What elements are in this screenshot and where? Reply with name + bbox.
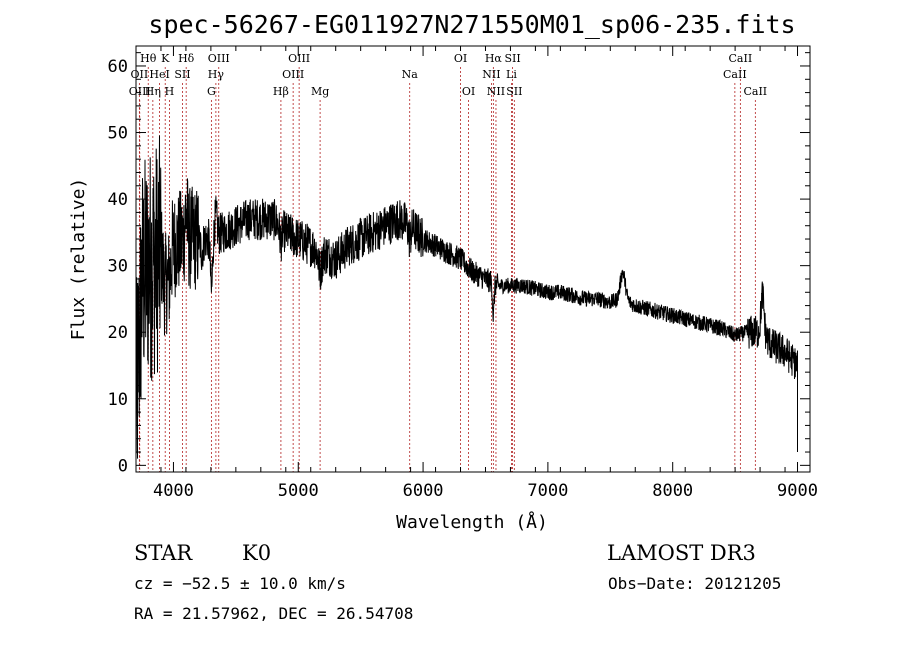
spectral-line-label: H bbox=[165, 85, 175, 98]
chart-title: spec-56267-EG011927N271550M01_sp06-235.f… bbox=[148, 10, 795, 39]
spectral-line-label: OIII bbox=[282, 68, 304, 81]
axes: 4000 5000 6000 7000 8000 9000 0 10 20 30 40 50 60 bbox=[108, 46, 818, 501]
spectral-line-label: OI bbox=[454, 52, 467, 65]
y-tick-label: 30 bbox=[108, 257, 128, 277]
plot-frame bbox=[135, 45, 811, 473]
y-axis-label: Flux (relative) bbox=[68, 178, 89, 341]
spectral-line-label: SII bbox=[504, 52, 520, 65]
spectral-line-label: CaII bbox=[729, 52, 753, 65]
spectral-line-label: SII bbox=[506, 85, 522, 98]
spectral-line-label: NII bbox=[487, 85, 505, 98]
spectral-line-label: Hα bbox=[485, 52, 503, 65]
spectral-line-label: OI bbox=[462, 85, 475, 98]
x-tick-label: 6000 bbox=[403, 481, 444, 501]
object-class: STAR bbox=[134, 541, 193, 565]
spectral-line-label: K bbox=[161, 52, 170, 65]
spectral-line-label: Hθ bbox=[140, 52, 157, 65]
x-tick-label: 8000 bbox=[652, 481, 693, 501]
spectral-line-label: Hγ bbox=[208, 68, 225, 81]
spectral-line-label: HeI bbox=[149, 68, 169, 81]
y-tick-label: 0 bbox=[118, 456, 128, 476]
spectral-line-markers: Hθ OII OIII K HeI Hη SII H Hδ OIII Hγ G Hβ OIII OIII Mg… bbox=[129, 52, 767, 472]
survey-name: LAMOST DR3 bbox=[607, 541, 756, 565]
spectral-line-label: OIII bbox=[129, 85, 151, 98]
flux-series bbox=[135, 135, 798, 459]
x-tick-label: 5000 bbox=[278, 481, 319, 501]
spectral-line-label: SII bbox=[174, 68, 190, 81]
spectral-line-label: Hβ bbox=[273, 85, 289, 98]
y-tick-label: 20 bbox=[108, 323, 128, 343]
y-tick-label: 50 bbox=[108, 124, 128, 144]
spectral-line-label: G bbox=[207, 85, 216, 98]
spectral-line-label: CaII bbox=[743, 85, 767, 98]
obs-date: Obs−Date: 20121205 bbox=[608, 574, 781, 593]
y-tick-label: 40 bbox=[108, 190, 128, 210]
spectral-line-label: Na bbox=[402, 68, 419, 81]
spectral-line-label: NII bbox=[482, 68, 500, 81]
object-subclass: K0 bbox=[242, 541, 271, 565]
spectral-line-label: OIII bbox=[208, 52, 230, 65]
x-tick-label: 7000 bbox=[527, 481, 568, 501]
flux-line bbox=[135, 135, 798, 459]
spectral-line-label: Hη bbox=[145, 85, 161, 98]
y-tick-label: 10 bbox=[108, 390, 128, 410]
x-axis-label: Wavelength (Å) bbox=[396, 511, 548, 533]
x-tick-label: 4000 bbox=[153, 481, 194, 501]
y-tick-label: 60 bbox=[108, 57, 128, 77]
coordinates: RA = 21.57962, DEC = 26.54708 bbox=[134, 604, 413, 623]
spectral-line-label: OIII bbox=[288, 52, 310, 65]
x-tick-label: 9000 bbox=[777, 481, 818, 501]
spectral-line-label: Mg bbox=[311, 85, 329, 98]
spectral-line-label: Hδ bbox=[178, 52, 195, 65]
spectral-line-label: CaII bbox=[723, 68, 747, 81]
redshift-readout: cz = −52.5 ± 10.0 km/s bbox=[134, 574, 346, 593]
spectral-line-label: OII bbox=[131, 68, 149, 81]
spectral-line-label: Li bbox=[506, 68, 517, 81]
